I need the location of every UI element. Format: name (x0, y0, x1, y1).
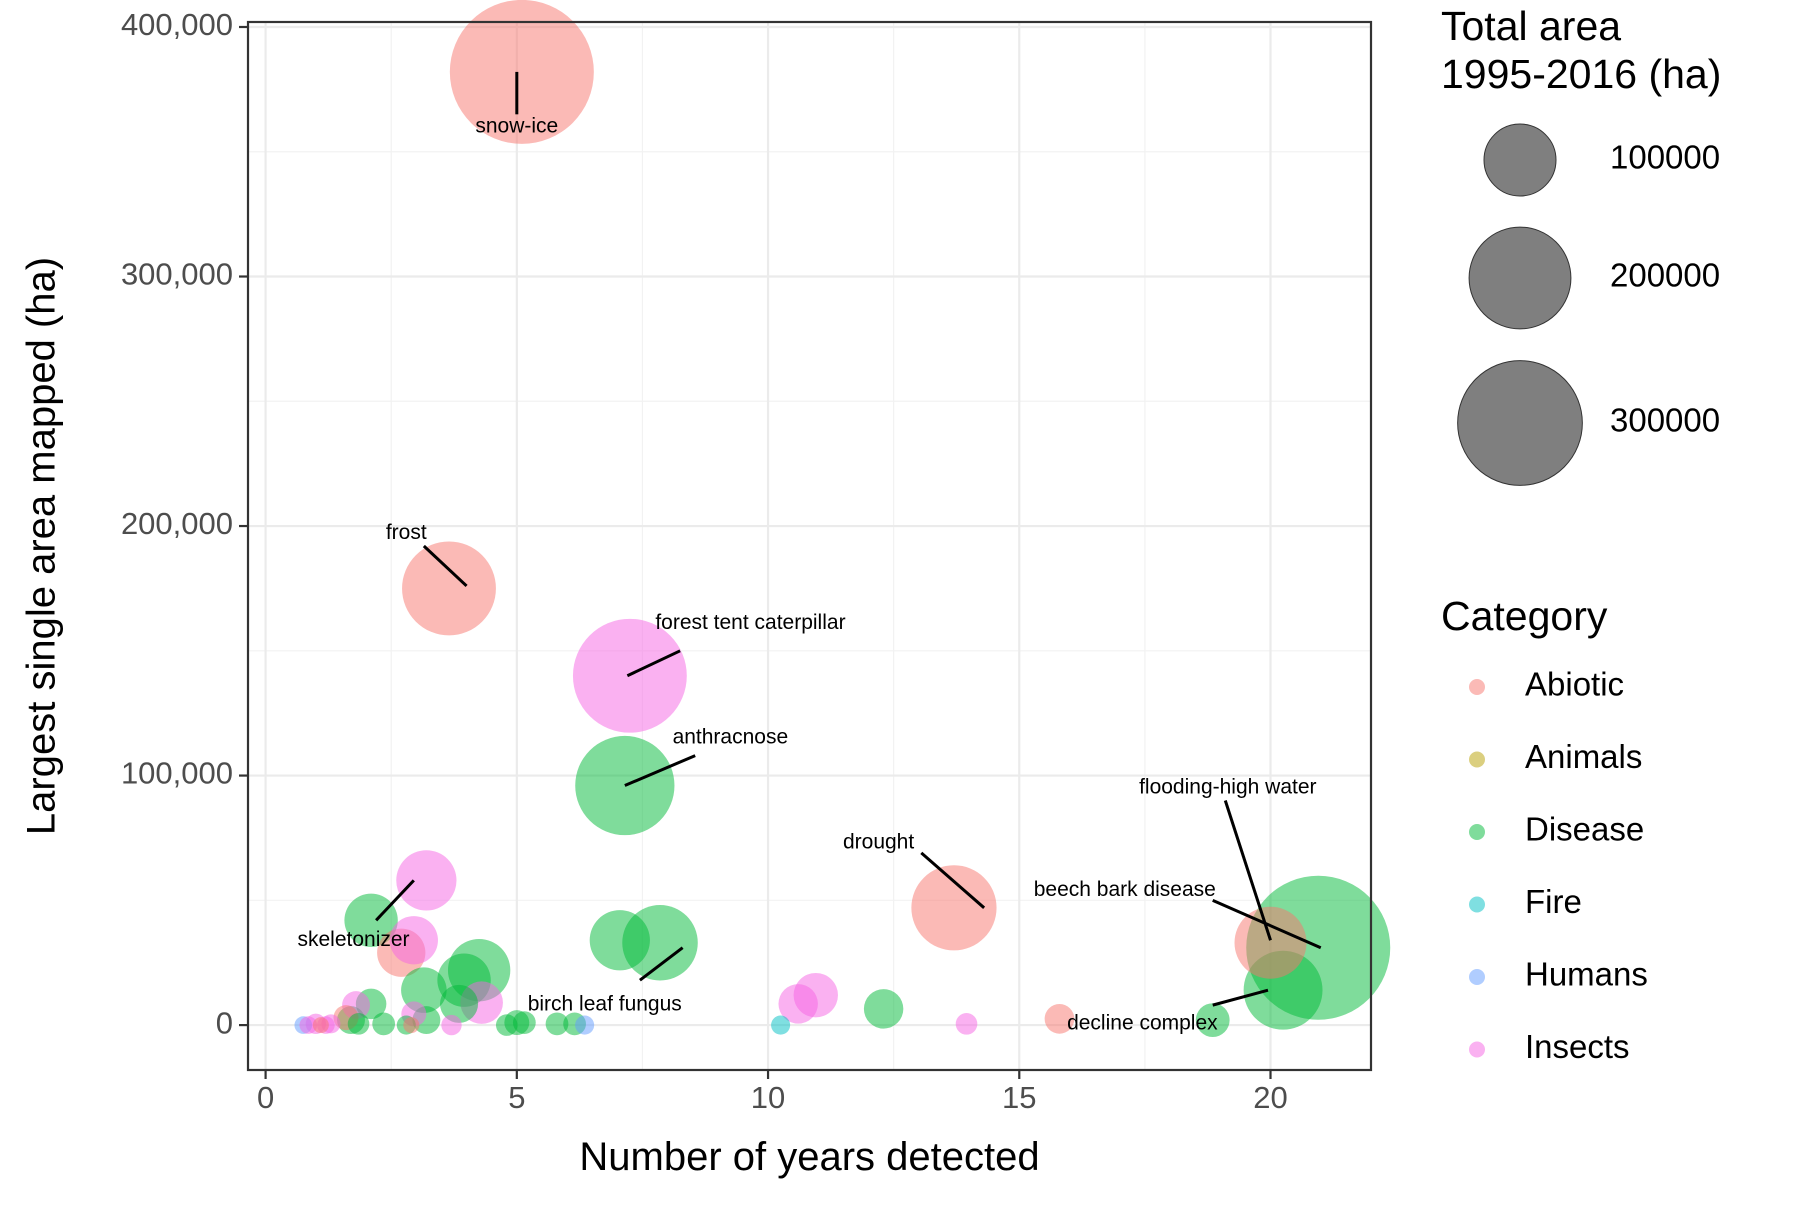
size-legend-key (1457, 360, 1583, 486)
y-tick-label: 300,000 (121, 257, 233, 292)
annotation-leader-line (624, 754, 696, 787)
annotation-label: birch leaf fungus (528, 993, 682, 1016)
category-legend-label: Humans (1525, 956, 1648, 993)
data-point-abiotic (1234, 906, 1307, 979)
data-point-abiotic (449, 0, 594, 144)
x-axis-title: Number of years detected (579, 1135, 1039, 1179)
annotation-leader-line (1212, 898, 1322, 950)
data-point-fire (771, 1015, 791, 1035)
data-point-disease (495, 1014, 518, 1036)
data-point-disease (512, 1011, 536, 1034)
data-point-insects (299, 1016, 318, 1034)
data-point-insects (441, 1014, 462, 1036)
annotation-label: forest tent caterpillar (655, 611, 845, 634)
category-legend-label: Abiotic (1525, 666, 1624, 703)
size-legend-label: 200000 (1610, 257, 1720, 294)
x-tick-label: 20 (1253, 1080, 1287, 1115)
annotation-label: decline complex (1067, 1011, 1218, 1034)
axes-layer: 0 5 10 15 20 0 100,000 200,000 300,000 400,000 Num… (20, 7, 1373, 1179)
category-legend-key-disease (1469, 824, 1485, 840)
annotation-leader-line (920, 851, 986, 909)
annotation-label: anthracnose (673, 726, 789, 749)
category-legend-key-humans (1469, 969, 1485, 985)
data-point-disease (372, 1012, 396, 1036)
x-tick-label: 10 (751, 1080, 785, 1115)
annotation-leader-line (639, 946, 684, 982)
size-legend-label: 300000 (1610, 402, 1720, 439)
annotation-leader-line (1212, 988, 1269, 1007)
plot-panel (248, 22, 1371, 1070)
points-layer (294, 0, 1391, 1037)
size-legend-title-line-1: Total area (1441, 3, 1621, 49)
annotation-label: flooding-high water (1139, 776, 1316, 799)
data-point-abiotic (402, 541, 496, 636)
annotation-label: skeletonizer (297, 928, 409, 951)
annotation-layer: snow-ice frost forest tent caterpillar anth… (297, 71, 1322, 1034)
annotation-leader-line (375, 879, 415, 922)
category-legend-label: Disease (1525, 811, 1644, 848)
data-point-insects (396, 850, 457, 911)
data-point-insects (955, 1013, 978, 1035)
size-legend-title-line-2: 1995-2016 (ha) (1441, 51, 1721, 97)
data-point-disease (1195, 1003, 1230, 1037)
y-tick-label: 400,000 (121, 7, 233, 42)
data-point-abiotic (1044, 1004, 1075, 1034)
x-tick-label: 0 (257, 1080, 274, 1115)
annotation-leader-line (422, 544, 468, 588)
data-point-disease (344, 893, 398, 947)
category-legend-key-abiotic (1469, 679, 1485, 695)
annotation-leader-line (626, 649, 681, 678)
annotation-label: drought (843, 830, 914, 853)
annotation-label: frost (386, 521, 427, 544)
y-tick-label: 100,000 (121, 756, 233, 791)
size-legend-label: 100000 (1610, 139, 1720, 176)
category-legend-label: Fire (1525, 883, 1582, 920)
data-point-humans (575, 1015, 595, 1035)
x-tick-label: 15 (1002, 1080, 1036, 1115)
category-legend-key-animals (1469, 751, 1485, 768)
size-legend-key (1483, 123, 1557, 197)
size-legend-key (1468, 226, 1572, 330)
y-tick-label: 200,000 (121, 506, 233, 541)
category-legend-key-insects (1469, 1041, 1485, 1058)
data-point-abiotic (911, 865, 997, 951)
annotation-label: snow-ice (475, 114, 558, 137)
data-point-abiotic (403, 1017, 420, 1034)
category-legend-label: Insects (1525, 1028, 1630, 1065)
y-tick-label: 0 (216, 1005, 233, 1040)
category-legend-label: Animals (1525, 738, 1642, 775)
data-point-disease (545, 1012, 569, 1036)
data-point-disease (439, 984, 479, 1023)
data-point-insects (389, 916, 438, 965)
data-point-disease (863, 989, 904, 1029)
annotation-label: beech bark disease (1034, 878, 1216, 901)
data-point-abiotic (312, 1017, 329, 1034)
grid-layer (248, 22, 1371, 1070)
category-legend-title: Category (1441, 593, 1608, 639)
category-legend-key-fire (1469, 896, 1485, 913)
plot-border (246, 20, 1373, 1072)
data-point-insects (778, 984, 818, 1024)
x-tick-label: 5 (508, 1080, 525, 1115)
data-point-disease (589, 910, 650, 971)
data-point-disease (347, 1013, 370, 1035)
y-axis-title: Largest single area mapped (ha) (20, 257, 64, 835)
annotation-leader-line (1223, 800, 1272, 941)
